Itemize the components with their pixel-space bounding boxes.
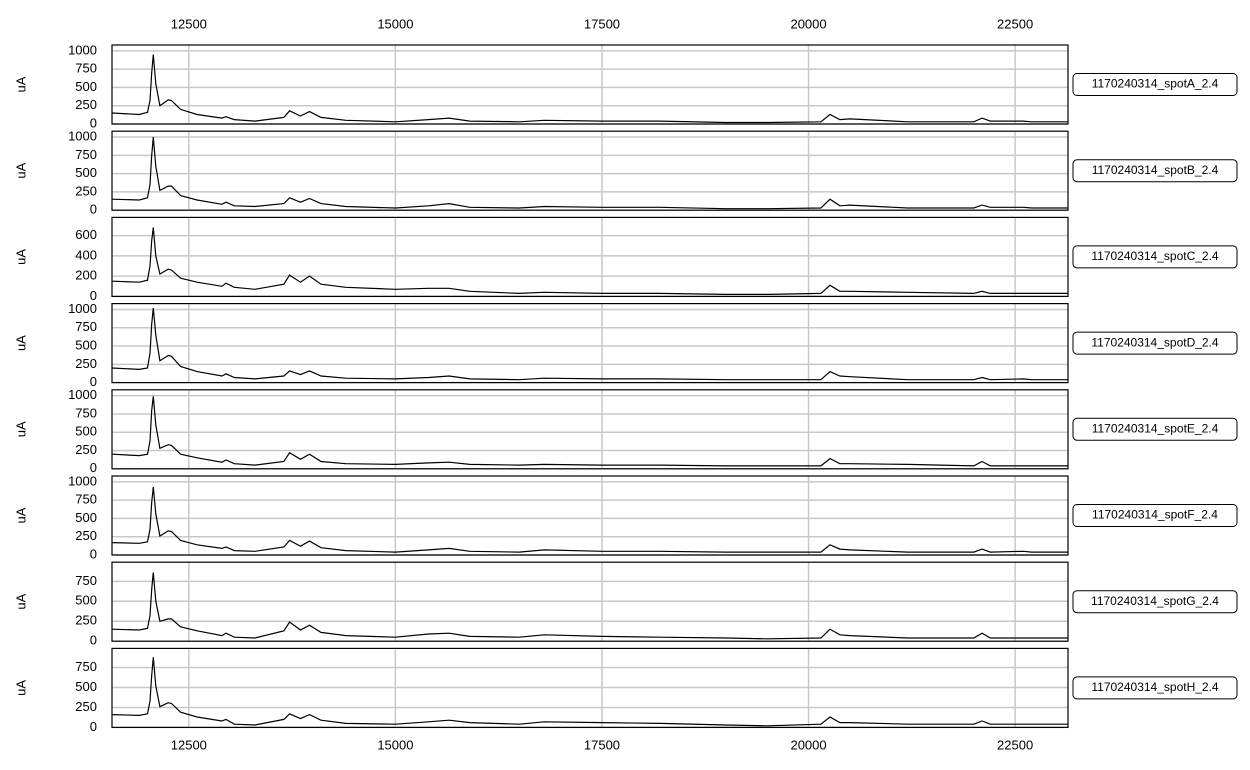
plot-area [112,45,1068,124]
y-tick-label: 1000 [68,128,97,143]
x-tick-label: 22500 [997,16,1033,31]
y-tick-label: 750 [75,573,97,588]
plot-frame [111,44,1069,125]
plot-frame [111,303,1069,384]
y-axis-label: uA [13,335,28,351]
y-tick-label: 0 [90,546,97,561]
legend-label: 1170240314_spotF_2.4 [1092,508,1218,522]
y-tick-label: 500 [75,337,97,352]
legend-box [1072,331,1238,355]
plot-frame [111,647,1069,729]
y-tick-label: 500 [75,510,97,525]
y-tick-label: 750 [75,319,97,334]
y-tick-label: 750 [75,405,97,420]
y-tick-label: 1000 [68,473,97,488]
plot-area [112,131,1068,211]
spectrum-line [111,572,1068,640]
y-tick-label: 400 [75,247,97,262]
y-tick-label: 1000 [68,387,97,402]
y-tick-label: 0 [90,633,97,648]
x-tick-label: 12500 [171,16,207,31]
x-tick-label: 20000 [790,737,826,752]
y-tick-label: 600 [75,227,97,242]
legend-label: 1170240314_spotB_2.4 [1092,163,1219,177]
plot-frame [111,216,1069,297]
legend-box [1072,504,1238,527]
x-tick-label: 17500 [584,737,620,752]
spectrum-line [111,657,1068,727]
legend-box [1072,159,1238,183]
legend-box [1072,676,1238,700]
y-axis-label: uA [13,593,28,609]
y-tick-label: 750 [75,147,97,162]
y-tick-label: 1000 [68,42,97,57]
x-tick-label: 22500 [997,737,1033,752]
plot-frame [111,475,1069,556]
y-tick-label: 500 [75,593,97,608]
plot-area [112,303,1068,383]
y-tick-label: 0 [90,288,97,303]
spectrum-line [111,307,1068,381]
legend-label: 1170240314_spotD_2.4 [1091,335,1219,349]
x-tick-label: 15000 [377,16,413,31]
y-tick-label: 0 [90,719,97,734]
plot-area [112,217,1068,297]
y-tick-label: 250 [75,528,97,543]
x-tick-label: 20000 [790,16,826,31]
y-tick-label: 0 [90,202,97,217]
plot-frame [111,130,1069,211]
legend-label: 1170240314_spotC_2.4 [1091,249,1219,263]
y-axis-label: uA [13,249,28,265]
y-tick-label: 0 [90,115,97,130]
y-tick-label: 750 [75,492,97,507]
legend-box [1072,590,1238,614]
legend-label: 1170240314_spotG_2.4 [1091,594,1219,608]
y-axis-label: uA [13,76,28,92]
y-tick-label: 1000 [68,301,97,316]
y-tick-label: 500 [75,165,97,180]
legend-box [1072,245,1238,269]
legend-box [1072,73,1238,96]
y-tick-label: 750 [75,659,97,674]
plot-area [112,476,1068,555]
legend-box [1072,417,1238,441]
plot-frame [111,561,1069,642]
x-tick-label: 15000 [377,737,413,752]
legend-label: 1170240314_spotA_2.4 [1092,77,1219,91]
legend-label: 1170240314_spotE_2.4 [1092,421,1219,435]
y-axis-label: uA [13,680,28,696]
y-tick-label: 200 [75,268,97,283]
legend-label: 1170240314_spotH_2.4 [1091,680,1219,694]
y-tick-label: 250 [75,356,97,371]
y-tick-label: 250 [75,699,97,714]
y-tick-label: 0 [90,374,97,389]
spectrum-line [111,54,1068,124]
y-tick-label: 250 [75,442,97,457]
x-tick-label: 12500 [171,737,207,752]
y-tick-label: 250 [75,613,97,628]
y-axis-label: uA [13,507,28,523]
y-tick-label: 750 [75,61,97,76]
y-axis-label: uA [13,162,28,178]
y-tick-label: 500 [75,679,97,694]
y-tick-label: 500 [75,79,97,94]
spectrum-line [111,486,1068,553]
spectrum-line [111,396,1068,467]
y-tick-label: 0 [90,460,97,475]
plot-frame [111,389,1069,470]
y-axis-label: uA [13,421,28,437]
spectrum-line [111,137,1068,210]
x-tick-label: 17500 [584,16,620,31]
spectrum-line [111,227,1068,295]
y-tick-label: 250 [75,183,97,198]
plot-area [112,389,1068,469]
y-tick-label: 500 [75,424,97,439]
y-tick-label: 250 [75,97,97,112]
